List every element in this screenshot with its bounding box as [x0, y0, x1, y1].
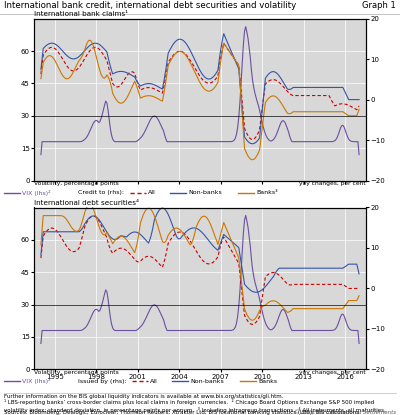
Text: © Bank for International Settlements: © Bank for International Settlements — [294, 410, 396, 415]
Text: Volatility, percentage points: Volatility, percentage points — [34, 181, 119, 186]
Text: Banks³: Banks³ — [256, 190, 278, 195]
Text: Sources: Bloomberg; Dealogic; Euroclear; Thomson Reuters; Xtrakter Ltd; BIS loca: Sources: Bloomberg; Dealogic; Euroclear;… — [4, 410, 361, 415]
Text: yoy changes, per cent: yoy changes, per cent — [299, 181, 366, 186]
Text: International bank credit, international debt securities and volatility: International bank credit, international… — [4, 1, 296, 10]
Text: Issued by (rhs):: Issued by (rhs): — [78, 379, 127, 384]
Text: Non-banks: Non-banks — [188, 190, 222, 195]
Text: Further information on the BIS global liquidity indicators is available at www.b: Further information on the BIS global li… — [4, 394, 284, 400]
Text: VIX (lhs)²: VIX (lhs)² — [22, 190, 51, 196]
Text: All: All — [150, 379, 158, 384]
Text: ¹ LBS-reporting banks’ cross-border claims plus local claims in foreign currenci: ¹ LBS-reporting banks’ cross-border clai… — [4, 400, 386, 415]
Text: All: All — [148, 190, 156, 195]
Text: Volatility, percentage points: Volatility, percentage points — [34, 370, 119, 375]
Text: yoy changes, per cent: yoy changes, per cent — [299, 370, 366, 375]
Text: VIX (lhs)²: VIX (lhs)² — [22, 378, 51, 384]
Text: Non-banks: Non-banks — [190, 379, 224, 384]
Text: Graph 1: Graph 1 — [362, 1, 396, 10]
Text: International bank claims¹: International bank claims¹ — [34, 12, 128, 17]
Text: Credit to (rhs):: Credit to (rhs): — [78, 190, 124, 195]
Text: Banks: Banks — [258, 379, 277, 384]
Text: International debt securities⁴: International debt securities⁴ — [34, 200, 139, 206]
